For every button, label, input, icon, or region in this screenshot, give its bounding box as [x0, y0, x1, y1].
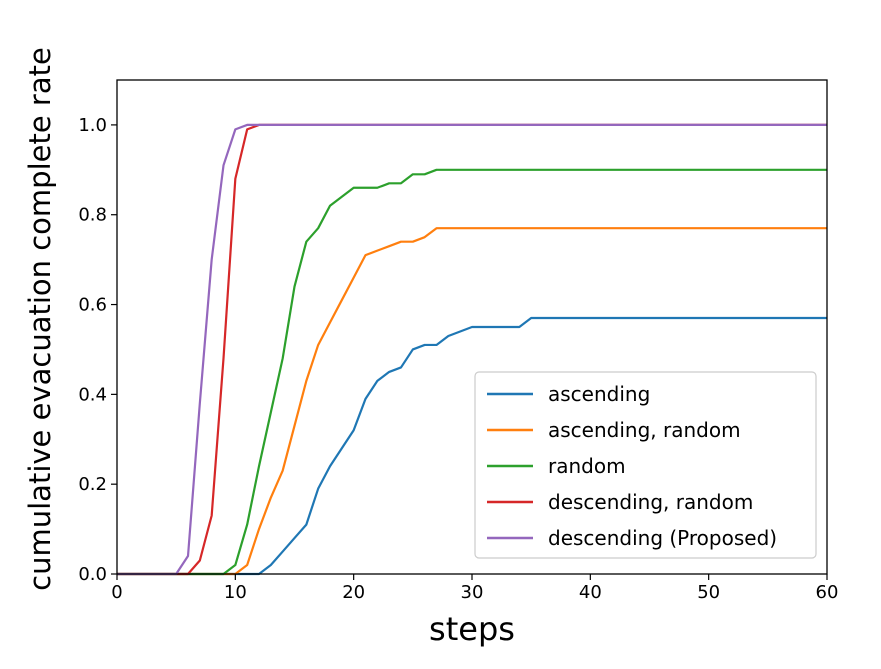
y-tick-label: 0.0 [78, 564, 107, 585]
legend-label-0: ascending [548, 382, 650, 406]
series-line-2 [117, 168, 827, 576]
legend-label-3: descending, random [548, 490, 753, 514]
legend-label-1: ascending, random [548, 418, 741, 442]
y-axis-title: cumulative evacuation complete rate [23, 47, 57, 591]
y-tick-label: 0.6 [78, 295, 107, 316]
x-tick-label: 20 [342, 582, 365, 603]
y-tick-label: 0.8 [78, 205, 107, 226]
series-line-4 [117, 123, 827, 576]
x-tick-label: 0 [111, 582, 122, 603]
series-line-0 [117, 316, 827, 576]
y-tick-label: 1.0 [78, 115, 107, 136]
y-tick-label: 0.2 [78, 474, 107, 495]
x-tick-label: 50 [697, 582, 720, 603]
x-tick-label: 60 [816, 582, 839, 603]
y-tick-label: 0.4 [78, 384, 107, 405]
legend: ascending ascending, random random descendi… [474, 371, 817, 559]
series-line-1 [117, 227, 827, 576]
legend-label-4: descending (Proposed) [548, 526, 777, 550]
axes-layer: 0 10 20 30 40 50 60 0.0 0.2 0.4 0.6 0.8 1.0 [78, 115, 838, 603]
legend-label-2: random [548, 454, 626, 478]
series-layer [117, 123, 827, 576]
x-tick-label: 40 [579, 582, 602, 603]
x-axis-title: steps [429, 610, 515, 648]
x-tick-label: 30 [461, 582, 484, 603]
x-tick-label: 10 [224, 582, 247, 603]
legend-box [474, 371, 817, 559]
series-line-3 [117, 123, 827, 576]
